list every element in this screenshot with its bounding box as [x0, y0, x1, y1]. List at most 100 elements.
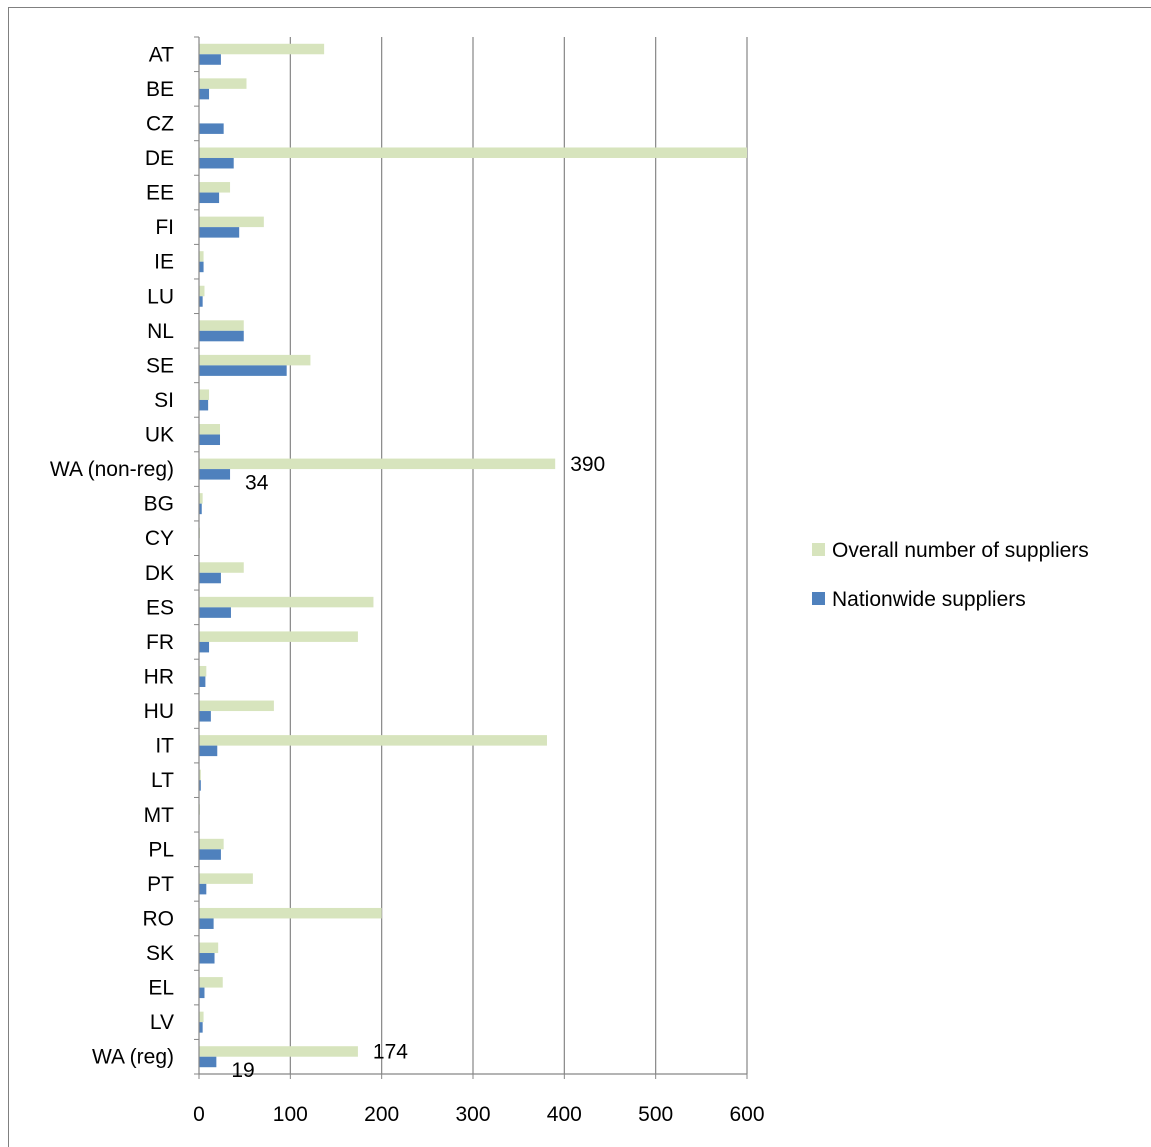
y-tick-label: AT: [149, 43, 174, 66]
bar-overall-ie: [199, 251, 204, 262]
y-tick-label: MT: [144, 804, 174, 827]
data-label-wa-reg-nationwide: 19: [231, 1059, 254, 1082]
y-tick-label: LU: [147, 285, 174, 308]
bar-nationwide-it: [199, 745, 218, 757]
bar-overall-dk: [199, 562, 244, 573]
bar-overall-se: [199, 354, 311, 366]
y-tick-label: UK: [145, 424, 174, 447]
bar-overall-el: [199, 977, 223, 988]
bar-nationwide-bg: [199, 503, 202, 515]
x-tick-label: 0: [193, 1103, 205, 1126]
y-tick-label: RO: [143, 907, 175, 930]
y-tick-label: HR: [144, 665, 174, 688]
y-tick-label: CY: [145, 527, 174, 550]
bar-overall-it: [199, 735, 547, 746]
bar-nationwide-fi: [199, 227, 240, 238]
y-tick-label: PT: [147, 873, 174, 896]
bar-overall-be: [199, 78, 247, 89]
bar-nationwide-lt: [199, 780, 201, 791]
legend-swatch-nationwide-suppliers: [812, 592, 825, 605]
bar-nationwide-hu: [199, 711, 211, 722]
y-tick-label: SI: [154, 389, 174, 412]
chart-frame: [8, 7, 1151, 1147]
bar-overall-ro: [199, 907, 382, 919]
bar-nationwide-nl: [199, 330, 244, 342]
bar-nationwide-cz: [199, 123, 224, 134]
bar-nationwide-hr: [199, 676, 206, 687]
bar-overall-pl: [199, 838, 224, 850]
bar-nationwide-fr: [199, 641, 210, 653]
bar-overall-pt: [199, 873, 253, 884]
bar-nationwide-lu: [199, 296, 203, 307]
legend-swatch-overall-number-of-suppliers: [812, 543, 825, 556]
y-tick-label: HU: [144, 700, 174, 723]
bar-nationwide-de: [199, 157, 234, 169]
y-tick-label: IE: [154, 251, 174, 274]
bar-overall-fi: [199, 216, 264, 228]
bar-overall-wa-reg: [199, 1046, 358, 1057]
y-tick-label: WA (non-reg): [50, 458, 174, 481]
bar-nationwide-be: [199, 88, 210, 100]
bar-nationwide-se: [199, 365, 287, 376]
bar-overall-lu: [199, 285, 205, 297]
bars: [199, 43, 747, 1068]
y-tick-label: IT: [155, 735, 174, 758]
legend-label-nationwide-suppliers: Nationwide suppliers: [832, 588, 1026, 611]
y-tick-label: WA (reg): [92, 1046, 174, 1069]
bar-overall-hr: [199, 665, 207, 677]
bar-nationwide-uk: [199, 434, 221, 446]
data-label-wa-non-reg-overall: 390: [570, 453, 605, 476]
y-tick-label: SK: [146, 942, 174, 965]
x-tick-label: 300: [455, 1103, 490, 1126]
bar-nationwide-dk: [199, 572, 221, 584]
bar-overall-hu: [199, 700, 274, 712]
y-tick-label: PL: [148, 838, 174, 861]
y-tick-label: LT: [151, 769, 174, 792]
y-tick-label: DK: [145, 562, 174, 585]
x-tick-label: 100: [273, 1103, 308, 1126]
bar-nationwide-wa-non-reg: [199, 469, 231, 480]
y-tick-label: BG: [144, 493, 174, 516]
y-tick-label: ES: [146, 596, 174, 619]
data-label-wa-reg-overall: 174: [373, 1040, 408, 1063]
bar-overall-si: [199, 389, 210, 400]
legend: Overall number of suppliers Nationwide su…: [812, 539, 1089, 611]
bar-overall-sk: [199, 942, 219, 954]
bar-overall-uk: [199, 424, 221, 435]
bar-overall-bg: [199, 493, 203, 504]
value-axis: 0 100 200 300 400 500 600: [193, 1073, 765, 1126]
y-tick-label: CZ: [146, 112, 174, 135]
bar-nationwide-ie: [199, 261, 204, 273]
bar-overall-nl: [199, 320, 244, 331]
bar-nationwide-es: [199, 607, 231, 618]
data-labels: 390 34 174 19: [231, 453, 605, 1082]
bar-nationwide-pt: [199, 883, 207, 895]
y-tick-label: BE: [146, 78, 174, 101]
bar-nationwide-pl: [199, 849, 221, 860]
bar-nationwide-ee: [199, 192, 220, 204]
bar-nationwide-sk: [199, 953, 215, 964]
bar-overall-at: [199, 43, 325, 55]
x-tick-label: 600: [729, 1103, 764, 1126]
y-tick-label: NL: [147, 320, 174, 343]
bar-overall-lt: [199, 769, 201, 781]
bar-nationwide-el: [199, 987, 205, 999]
bar-overall-ee: [199, 182, 231, 193]
bar-nationwide-lv: [199, 1022, 203, 1033]
y-tick-label: DE: [145, 147, 174, 170]
y-tick-label: FR: [146, 631, 174, 654]
bar-nationwide-at: [199, 54, 221, 65]
y-tick-label: EE: [146, 182, 174, 205]
bar-overall-es: [199, 596, 374, 608]
category-axis: AT BE CZ DE EE FI IE LU NL SE SI UK WA (non-reg) BG CY…: [50, 36, 200, 1075]
data-label-wa-non-reg-nationwide: 34: [245, 471, 269, 494]
y-tick-label: FI: [155, 216, 174, 239]
bar-nationwide-si: [199, 399, 209, 411]
legend-label-overall-number-of-suppliers: Overall number of suppliers: [832, 539, 1089, 562]
x-tick-label: 400: [547, 1103, 582, 1126]
y-tick-label: EL: [148, 977, 174, 1000]
bar-nationwide-wa-reg: [199, 1056, 217, 1068]
bar-overall-wa-non-reg: [199, 458, 556, 470]
gridlines: [289, 37, 748, 1074]
